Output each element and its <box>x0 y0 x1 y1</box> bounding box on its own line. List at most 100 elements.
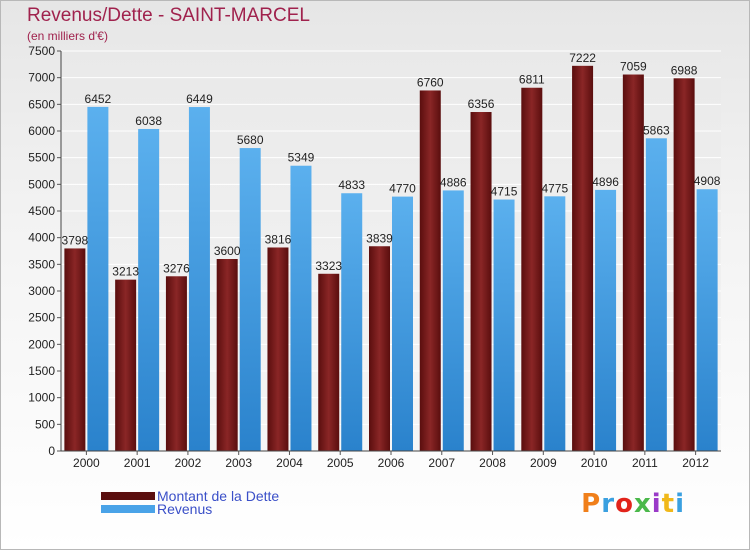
x-tick-label: 2007 <box>428 456 455 470</box>
bar-debt <box>267 247 289 451</box>
bar-revenue <box>239 148 261 452</box>
data-label-debt: 3798 <box>62 233 89 247</box>
data-label-debt: 6760 <box>417 75 444 89</box>
bar-debt <box>521 87 543 451</box>
data-label-debt: 3839 <box>366 231 393 245</box>
bar-debt <box>369 246 390 451</box>
data-label-revenue: 4886 <box>440 175 467 189</box>
bar-revenue <box>290 165 312 451</box>
data-label-revenue: 4770 <box>389 182 416 196</box>
data-label-debt: 3276 <box>163 261 190 275</box>
data-label-revenue: 4715 <box>491 185 518 199</box>
data-label-revenue: 4908 <box>694 174 721 188</box>
x-tick-label: 2002 <box>175 456 202 470</box>
legend-swatch-debt <box>101 492 155 500</box>
data-label-debt: 3323 <box>315 259 342 273</box>
bar-revenue <box>341 193 363 452</box>
plot-area <box>61 51 721 451</box>
y-tick-label: 0 <box>48 444 55 458</box>
y-tick-label: 7500 <box>28 44 55 58</box>
bar-debt <box>572 65 594 452</box>
x-tick-label: 2012 <box>682 456 709 470</box>
bar-revenue <box>696 189 718 452</box>
x-tick-label: 2009 <box>530 456 557 470</box>
bar-revenue <box>138 128 160 451</box>
y-tick-label: 5500 <box>28 151 55 165</box>
logo-letter: r <box>601 489 616 519</box>
logo-letter: t <box>661 489 676 519</box>
data-label-debt: 7222 <box>569 51 596 65</box>
logo-letter: i <box>651 489 662 519</box>
y-tick-label: 2500 <box>28 311 55 325</box>
data-label-debt: 7059 <box>620 60 647 74</box>
bar-debt <box>165 276 187 451</box>
bar-debt <box>673 78 695 451</box>
y-tick-label: 1500 <box>28 364 55 378</box>
data-label-revenue: 5680 <box>237 133 264 147</box>
logo-letter: o <box>615 489 634 519</box>
bar-revenue <box>645 138 667 451</box>
bar-debt <box>115 279 137 451</box>
x-tick-label: 2008 <box>479 456 506 470</box>
bar-revenue <box>544 196 566 451</box>
y-tick-label: 3500 <box>28 257 55 271</box>
y-tick-label: 500 <box>35 417 55 431</box>
bar-revenue <box>188 107 210 451</box>
bar-debt <box>419 90 441 451</box>
data-label-debt: 6811 <box>519 73 545 87</box>
bar-debt <box>622 74 644 452</box>
bar-revenue <box>493 199 515 451</box>
bar-debt <box>470 112 492 451</box>
x-tick-label: 2000 <box>73 456 100 470</box>
data-label-revenue: 5349 <box>288 151 315 165</box>
bar-debt <box>318 273 340 451</box>
x-tick-label: 2006 <box>378 456 405 470</box>
data-label-debt: 6356 <box>468 97 495 111</box>
data-label-revenue: 4896 <box>592 175 619 189</box>
bar-debt <box>64 248 86 451</box>
data-label-revenue: 4833 <box>338 178 365 192</box>
x-tick-label: 2005 <box>327 456 354 470</box>
data-label-debt: 3213 <box>112 265 139 279</box>
legend-label-revenue: Revenus <box>157 501 213 517</box>
x-tick-label: 2004 <box>276 456 303 470</box>
data-label-debt: 3816 <box>265 232 292 246</box>
chart-subtitle: (en milliers d'€) <box>27 29 108 43</box>
legend-swatch-revenue <box>101 505 155 513</box>
bar-revenue <box>392 196 413 451</box>
y-tick-label: 6500 <box>28 97 55 111</box>
value-labels: 3798 6452 3213 6038 3276 6449 3600 5680 3816 5349… <box>62 51 721 279</box>
y-tick-label: 4500 <box>28 204 55 218</box>
data-label-revenue: 5863 <box>643 123 670 137</box>
data-label-revenue: 6452 <box>85 92 112 106</box>
logo-letter: i <box>675 489 685 519</box>
y-tick-label: 2000 <box>28 337 55 351</box>
proxiti-logo: Proxiti <box>581 489 685 519</box>
data-label-revenue: 4775 <box>541 181 568 195</box>
bar-debt <box>216 259 238 451</box>
bars <box>64 65 718 452</box>
legend-item-revenue: Revenus <box>101 501 212 517</box>
chart-title: Revenus/Dette - SAINT-MARCEL <box>27 5 310 26</box>
bar-revenue <box>442 190 464 451</box>
logo-letter: P <box>581 489 602 519</box>
y-tick-label: 1000 <box>28 391 55 405</box>
x-tick-label: 2010 <box>581 456 608 470</box>
y-tick-label: 7000 <box>28 71 55 85</box>
x-tick-label: 2001 <box>124 456 151 470</box>
logo-letter: x <box>633 489 652 519</box>
axes: 0 500 1000 1500 2000 2500 3000 3500 4000 4500 5000… <box>28 44 721 470</box>
data-label-revenue: 6038 <box>135 114 162 128</box>
y-tick-label: 5000 <box>28 177 55 191</box>
x-tick-label: 2003 <box>225 456 252 470</box>
y-tick-label: 6000 <box>28 124 55 138</box>
y-tick-label: 3000 <box>28 284 55 298</box>
legend-item-debt: Montant de la Dette <box>101 488 279 504</box>
bar-revenue <box>595 189 617 451</box>
data-label-debt: 3600 <box>214 244 241 258</box>
data-label-debt: 6988 <box>671 63 698 77</box>
legend-label-debt: Montant de la Dette <box>157 488 280 504</box>
x-tick-label: 2011 <box>632 456 658 470</box>
